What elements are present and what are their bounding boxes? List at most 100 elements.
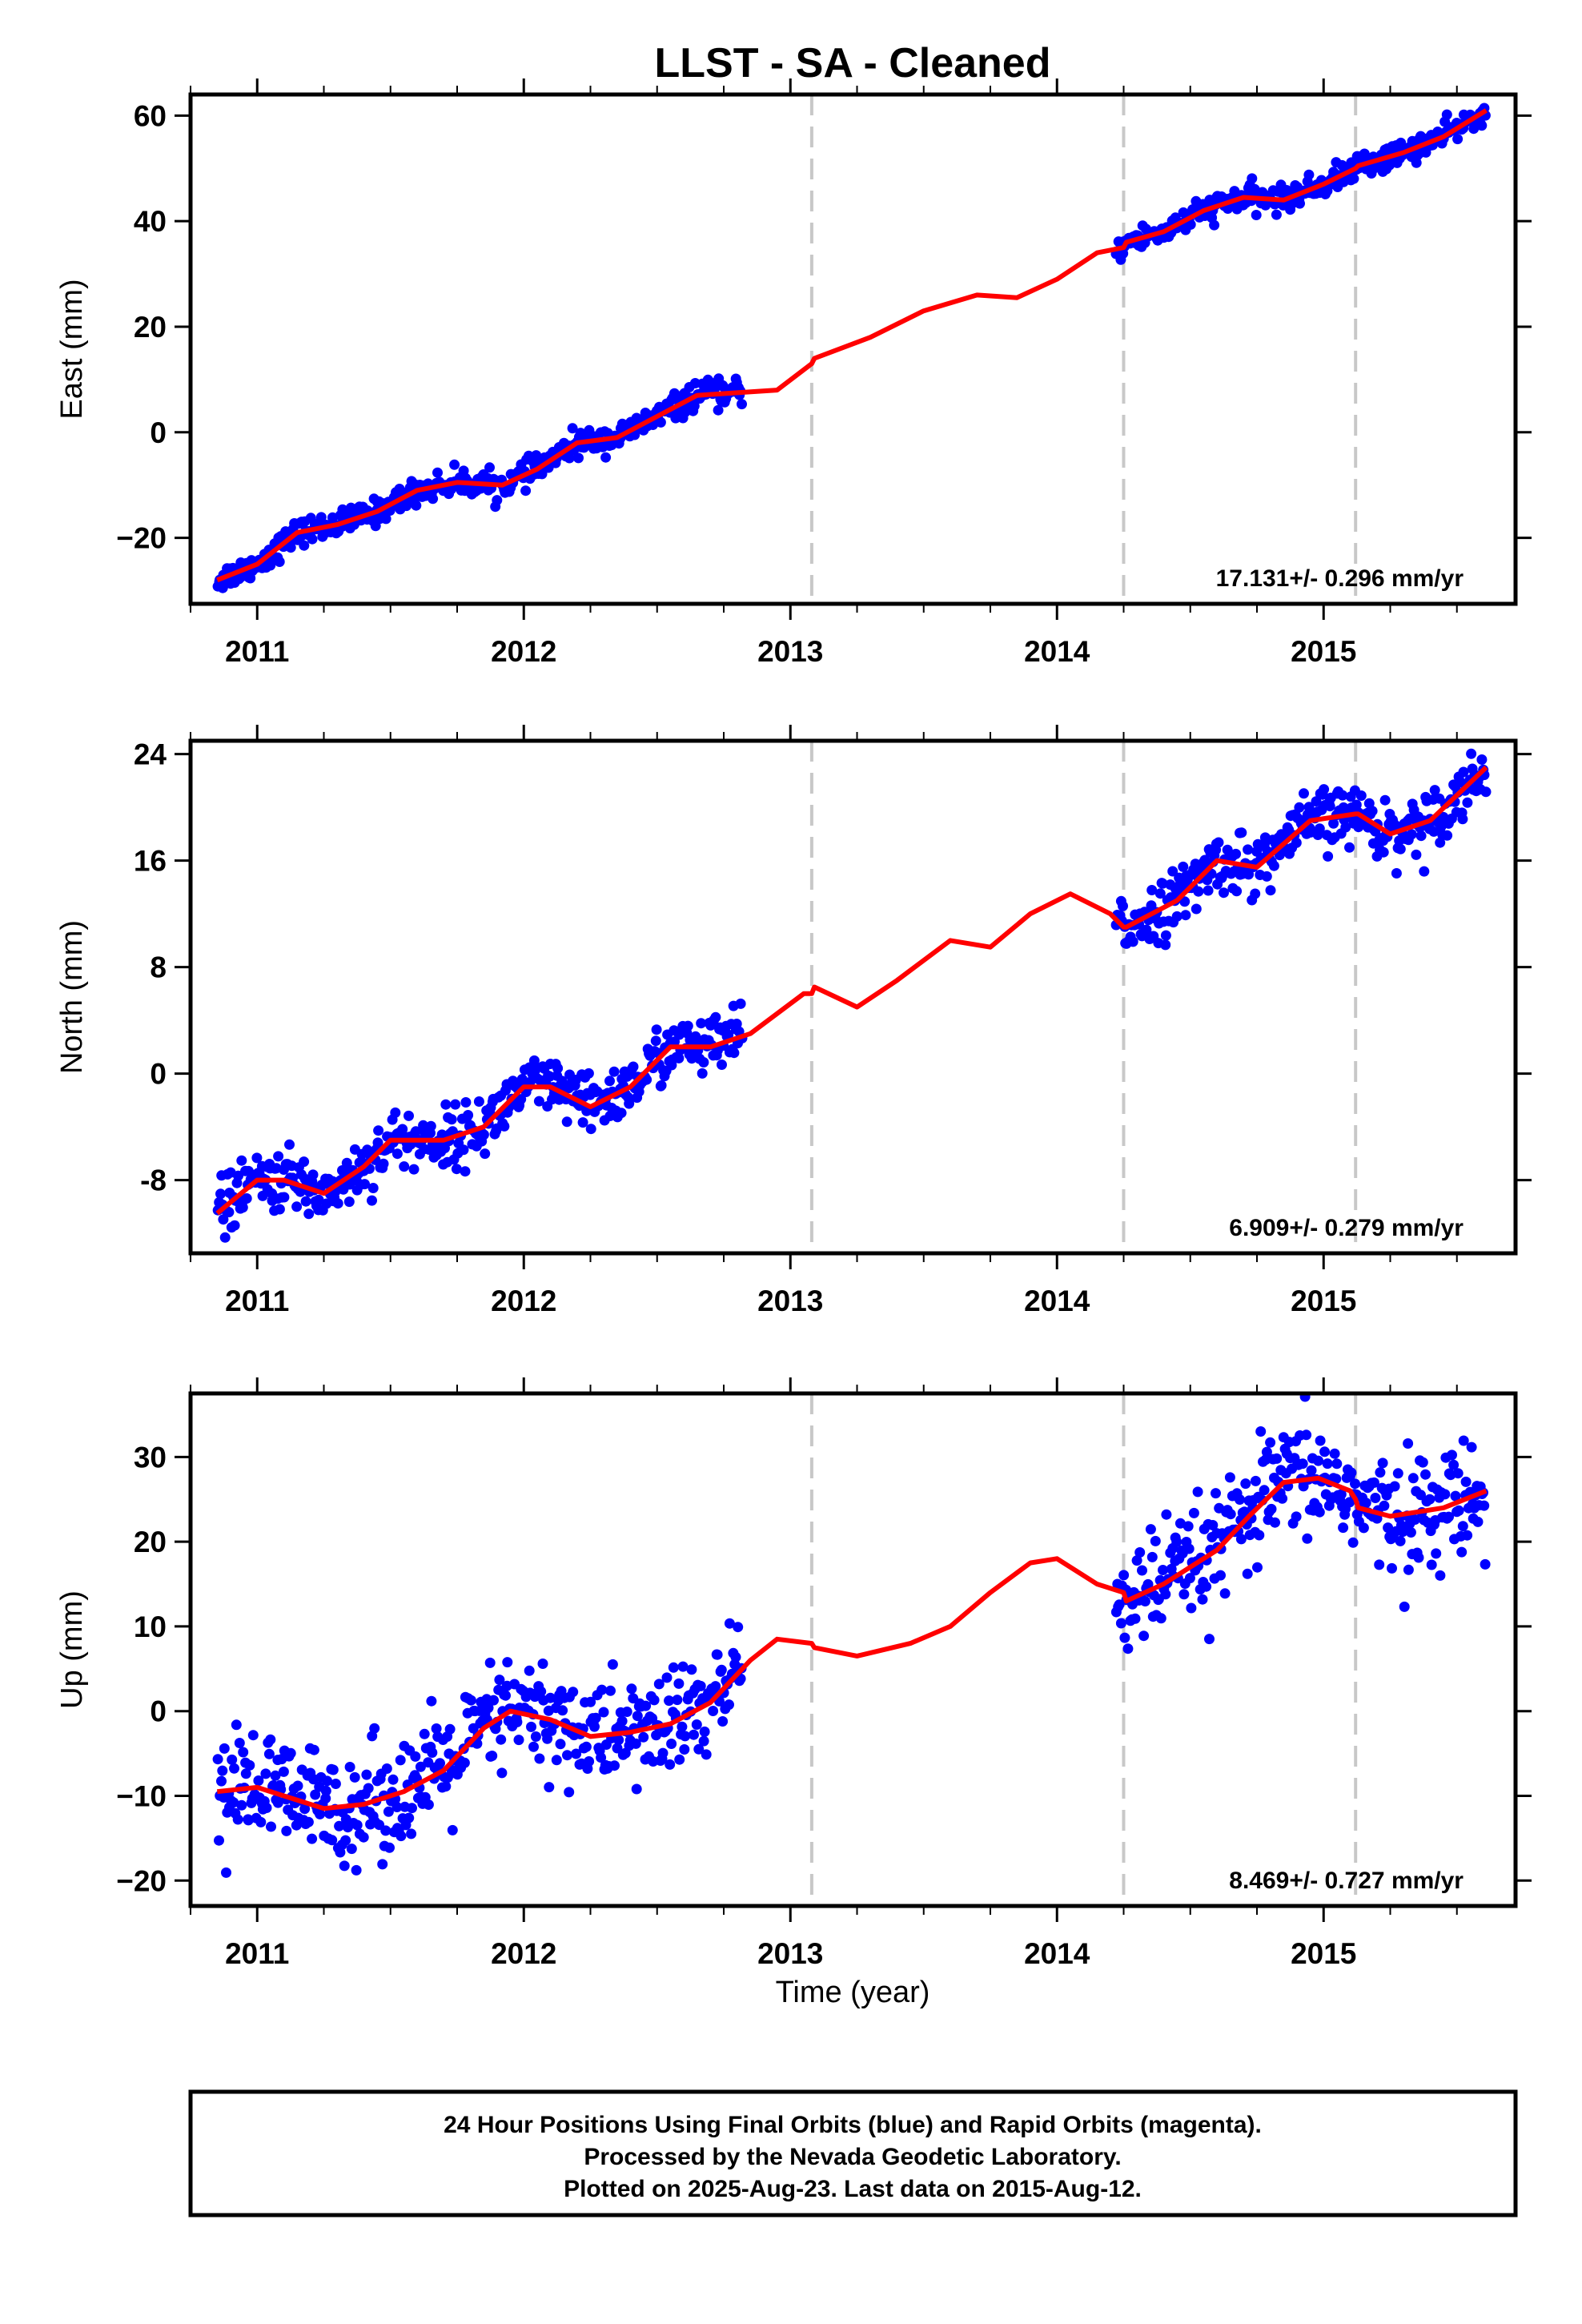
- north-point: [478, 1129, 489, 1140]
- up-point: [1346, 1467, 1357, 1478]
- up-point: [327, 1764, 339, 1775]
- north-point: [367, 1195, 377, 1206]
- up-rate-label: 8.469+/- 0.727 mm/yr: [1229, 1868, 1464, 1894]
- north-point: [341, 1157, 352, 1168]
- up-point: [562, 1750, 572, 1761]
- up-point: [1277, 1493, 1288, 1504]
- up-point: [1347, 1537, 1359, 1548]
- up-point: [351, 1819, 363, 1831]
- up-point: [1431, 1548, 1442, 1559]
- up-point: [377, 1859, 388, 1870]
- up-point: [1160, 1589, 1171, 1600]
- up-point: [1150, 1535, 1161, 1546]
- east-point: [567, 423, 578, 434]
- north-y-tick-label: 8: [150, 951, 167, 984]
- up-point: [585, 1696, 596, 1707]
- east-point: [1303, 169, 1315, 180]
- up-point: [427, 1747, 438, 1758]
- footer-line-3: Plotted on 2025-Aug-23. Last data on 201…: [564, 2176, 1142, 2202]
- east-point: [492, 495, 503, 506]
- north-point: [673, 1052, 685, 1063]
- north-point: [561, 1116, 572, 1128]
- north-point: [373, 1125, 384, 1136]
- north-point: [1231, 886, 1243, 897]
- north-point: [729, 1047, 740, 1059]
- up-point: [307, 1833, 318, 1844]
- east-point: [299, 540, 310, 551]
- north-point: [397, 1124, 408, 1135]
- up-point: [1260, 1454, 1271, 1466]
- north-point: [1419, 866, 1430, 877]
- north-point: [460, 1097, 472, 1108]
- north-point: [1379, 794, 1391, 806]
- up-point: [665, 1759, 676, 1770]
- up-point: [679, 1744, 690, 1755]
- north-point: [1180, 910, 1191, 921]
- up-point: [232, 1814, 243, 1825]
- north-point: [585, 1124, 596, 1135]
- east-point: [432, 467, 443, 478]
- up-point: [407, 1803, 417, 1814]
- up-model-curve: [216, 1475, 1488, 1811]
- footer-box: [188, 2089, 1518, 2217]
- up-point: [410, 1751, 421, 1762]
- east-point: [484, 462, 495, 473]
- east-model-curve: [216, 108, 1488, 583]
- up-point: [320, 1793, 331, 1804]
- north-point: [1265, 885, 1276, 896]
- east-x-tick-label: 2015: [1291, 635, 1356, 668]
- north-point: [1442, 830, 1453, 841]
- up-point: [648, 1695, 660, 1706]
- up-point: [1379, 1500, 1390, 1511]
- north-point: [1146, 885, 1158, 895]
- up-point: [244, 1759, 255, 1771]
- up-point: [1215, 1570, 1226, 1581]
- up-x-tick-label: 2014: [1024, 1937, 1090, 1970]
- east-point: [1476, 120, 1488, 131]
- up-point: [1254, 1530, 1265, 1541]
- north-point: [1179, 896, 1191, 907]
- up-point: [253, 1775, 264, 1786]
- up-point: [1270, 1517, 1280, 1528]
- east-x-tick-label: 2014: [1024, 635, 1090, 668]
- up-point: [423, 1799, 434, 1810]
- up-point: [596, 1752, 607, 1763]
- up-point: [536, 1686, 547, 1697]
- up-point: [1265, 1437, 1276, 1448]
- up-point: [712, 1649, 723, 1660]
- up-point: [496, 1767, 508, 1779]
- up-point: [440, 1781, 452, 1792]
- up-point: [500, 1690, 511, 1701]
- up-point: [488, 1695, 499, 1706]
- north-point: [516, 1094, 527, 1105]
- north-x-tick-label: 2013: [757, 1285, 823, 1317]
- north-model-curve: [215, 766, 1488, 1216]
- north-point: [408, 1164, 420, 1175]
- x-axis-label: Time (year): [776, 1976, 930, 2009]
- north-point: [1160, 930, 1171, 941]
- up-point: [524, 1665, 535, 1676]
- up-point: [384, 1842, 395, 1853]
- east-y-tick-label: 40: [134, 205, 167, 238]
- up-point: [214, 1835, 224, 1846]
- north-x-tick-label: 2012: [491, 1285, 556, 1317]
- east-point: [1209, 219, 1220, 231]
- north-point: [1171, 911, 1182, 922]
- up-point: [1146, 1551, 1158, 1562]
- up-point: [1389, 1481, 1400, 1492]
- up-point: [231, 1719, 242, 1731]
- up-point: [621, 1707, 632, 1717]
- north-point: [1203, 885, 1214, 896]
- north-point: [1340, 822, 1351, 833]
- up-point: [281, 1825, 292, 1836]
- up-point: [266, 1821, 276, 1832]
- up-point: [1252, 1562, 1263, 1573]
- up-point: [1350, 1478, 1360, 1490]
- east-y-axis-label: East (mm): [55, 279, 89, 419]
- up-point: [1453, 1505, 1464, 1516]
- east-point: [573, 452, 584, 464]
- up-point: [263, 1748, 275, 1759]
- up-point: [322, 1775, 332, 1787]
- north-point: [650, 1035, 661, 1047]
- up-point: [1452, 1468, 1464, 1479]
